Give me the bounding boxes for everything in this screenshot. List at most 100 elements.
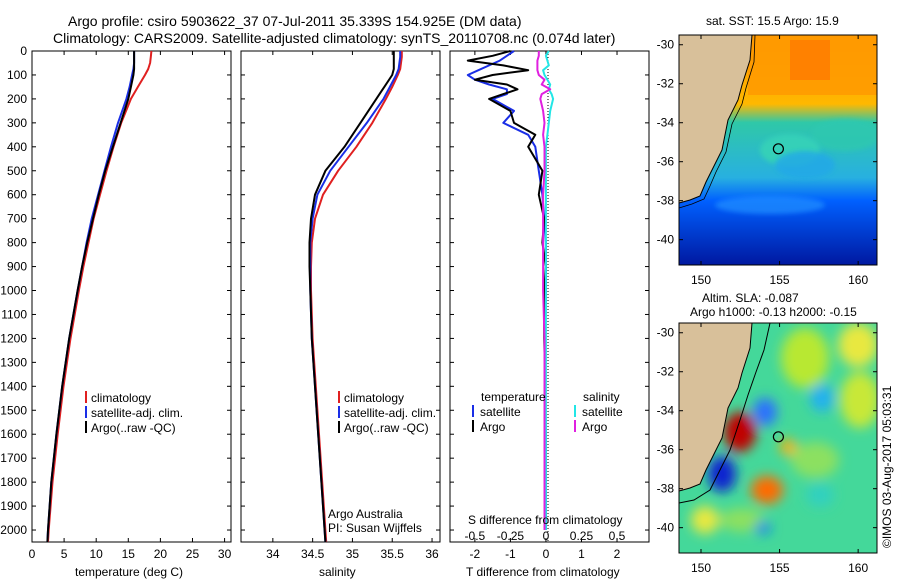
institution-label: Argo Australia: [328, 507, 403, 521]
legend-t-satellite: satellite: [480, 405, 521, 419]
map-lat-label: -32: [657, 77, 675, 91]
s-difference-tick-label: -0.5: [465, 529, 486, 543]
difference-ticks: -2 -1 0 1 2 -0.5 -0.25 0 0.25 0.5: [450, 50, 649, 561]
salinity-tick-label: 34.5: [301, 547, 325, 561]
legend-salinity-title: salinity: [583, 390, 620, 404]
difference-axes: [449, 50, 650, 543]
legend-s-argo: Argo: [582, 420, 608, 434]
s-difference-tick-label: 0.5: [609, 529, 626, 543]
difference-legend: temperature salinity satellite Argo sate…: [472, 390, 623, 434]
map-lat-label: -40: [657, 521, 675, 535]
legend-argo: Argo(..raw -QC): [91, 421, 176, 435]
map-lat-label: -34: [657, 404, 675, 418]
depth-tick-label: 1100: [1, 307, 27, 321]
legend-climatology: climatology: [91, 391, 151, 405]
map-lon-label: 150: [691, 561, 711, 575]
map-lon-label: 155: [770, 273, 790, 287]
temperature-tick-label: 25: [186, 547, 200, 561]
depth-tick-label: 1600: [0, 427, 27, 441]
depth-tick-label: 200: [7, 92, 27, 106]
t-argo-diff-line: [466, 50, 547, 530]
s-argo-diff-line: [536, 51, 552, 530]
salinity-ticks: 34 34.5 35 35.5 36: [241, 50, 440, 561]
temperature-tick-label: 0: [29, 547, 36, 561]
title-line-2: Climatology: CARS2009. Satellite-adjuste…: [53, 30, 615, 46]
depth-tick-label: 1300: [0, 355, 27, 369]
depth-tick-label: 1800: [0, 475, 27, 489]
salinity-tick-label: 34: [266, 547, 280, 561]
temperature-xlabel: temperature (deg C): [75, 565, 183, 579]
map-lat-label: -40: [657, 233, 675, 247]
map-lat-label: -38: [657, 482, 675, 496]
title-line-1: Argo profile: csiro 5903622_37 07-Jul-20…: [68, 13, 521, 29]
legend-satellite: satellite-adj. clim.: [344, 406, 436, 420]
depth-tick-label: 1200: [0, 331, 27, 345]
depth-tick-label: 800: [7, 236, 27, 250]
sst-field: [679, 35, 877, 265]
float-location-marker: [772, 431, 784, 443]
depth-tick-label: 700: [7, 212, 27, 226]
map-lat-label: -32: [657, 365, 675, 379]
salinity-tick-label: 35.5: [381, 547, 405, 561]
map-lon-label: 160: [848, 561, 868, 575]
temperature-tick-label: 20: [154, 547, 168, 561]
salinity-axes: [240, 50, 441, 543]
t-difference-tick-label: 0: [543, 547, 550, 561]
depth-tick-label: 500: [7, 164, 27, 178]
pi-label: PI: Susan Wijffels: [328, 521, 422, 535]
t-difference-tick-label: -1: [505, 547, 516, 561]
depth-tick-label: 1400: [0, 379, 27, 393]
legend-climatology: climatology: [344, 391, 404, 405]
legend-t-argo: Argo: [480, 420, 506, 434]
t-difference-tick-label: -2: [470, 547, 481, 561]
map-lat-label: -30: [657, 38, 675, 52]
temperature-argo-line: [46, 51, 136, 543]
map-lon-label: 150: [691, 273, 711, 287]
map-lon-label: 160: [848, 273, 868, 287]
salinity-legend: climatology satellite-adj. clim. Argo(..…: [338, 391, 436, 435]
sla-map: Altim. SLA: -0.087 Argo h1000: -0.13 h20…: [657, 291, 878, 575]
depth-tick-label: 1900: [0, 499, 27, 513]
s-difference-tick-label: -0.25: [497, 529, 525, 543]
temperature-axes: [31, 50, 232, 543]
difference-panel: -2 -1 0 1 2 -0.5 -0.25 0 0.25 0.5 S difference fr…: [449, 50, 650, 579]
depth-tick-label: 100: [7, 68, 27, 82]
salinity-tick-label: 35: [346, 547, 360, 561]
salinity-tick-label: 36: [425, 547, 439, 561]
s-difference-tick-label: 0: [543, 529, 550, 543]
depth-tick-label: 1500: [0, 403, 27, 417]
map-lat-label: -36: [657, 443, 675, 457]
s-difference-label: S difference from climatology: [468, 513, 623, 527]
temperature-tick-label: 5: [61, 547, 68, 561]
temperature-ticks: 0 5 10 15 20 25 30: [29, 50, 232, 561]
depth-tick-label: 1000: [0, 284, 27, 298]
t-difference-tick-label: 2: [614, 547, 621, 561]
salinity-climatology-line: [310, 51, 403, 543]
salinity-xlabel: salinity: [319, 565, 356, 579]
float-location-marker: [772, 143, 784, 155]
temperature-legend: climatology satellite-adj. clim. Argo(..…: [85, 391, 183, 435]
t-satellite-diff-line: [466, 50, 547, 530]
sst-map-title: sat. SST: 15.5 Argo: 15.9: [706, 14, 839, 28]
salinity-satellite-line: [309, 51, 402, 543]
depth-tick-label: 0: [20, 44, 27, 58]
s-satellite-diff-line: [542, 50, 555, 530]
temperature-panel: 0 5 10 15 20 25 30 temperature (deg C) climato…: [29, 50, 232, 579]
salinity-argo-line: [308, 51, 395, 543]
sst-map: sat. SST: 15.5 Argo: 15.9 -30-32-34-36-3…: [657, 14, 878, 287]
legend-satellite: satellite-adj. clim.: [91, 406, 183, 420]
depth-tick-label: 1700: [0, 451, 27, 465]
temperature-series: [46, 50, 153, 543]
credit-label: ©IMOS 03-Aug-2017 05:03:31: [880, 385, 894, 548]
legend-temperature-title: temperature: [481, 390, 546, 404]
temperature-climatology-line: [47, 50, 153, 543]
salinity-series: [308, 51, 403, 543]
sla-map-title-1: Altim. SLA: -0.087: [702, 291, 799, 305]
s-difference-tick-label: 0.25: [570, 529, 594, 543]
t-difference-tick-label: 1: [578, 547, 585, 561]
depth-tick-label: 400: [7, 140, 27, 154]
temperature-tick-label: 10: [90, 547, 104, 561]
sla-map-ticks: -30 -32 -34 -36 -38 -40 150 155 160: [657, 323, 877, 575]
legend-argo: Argo(..raw -QC): [344, 421, 429, 435]
